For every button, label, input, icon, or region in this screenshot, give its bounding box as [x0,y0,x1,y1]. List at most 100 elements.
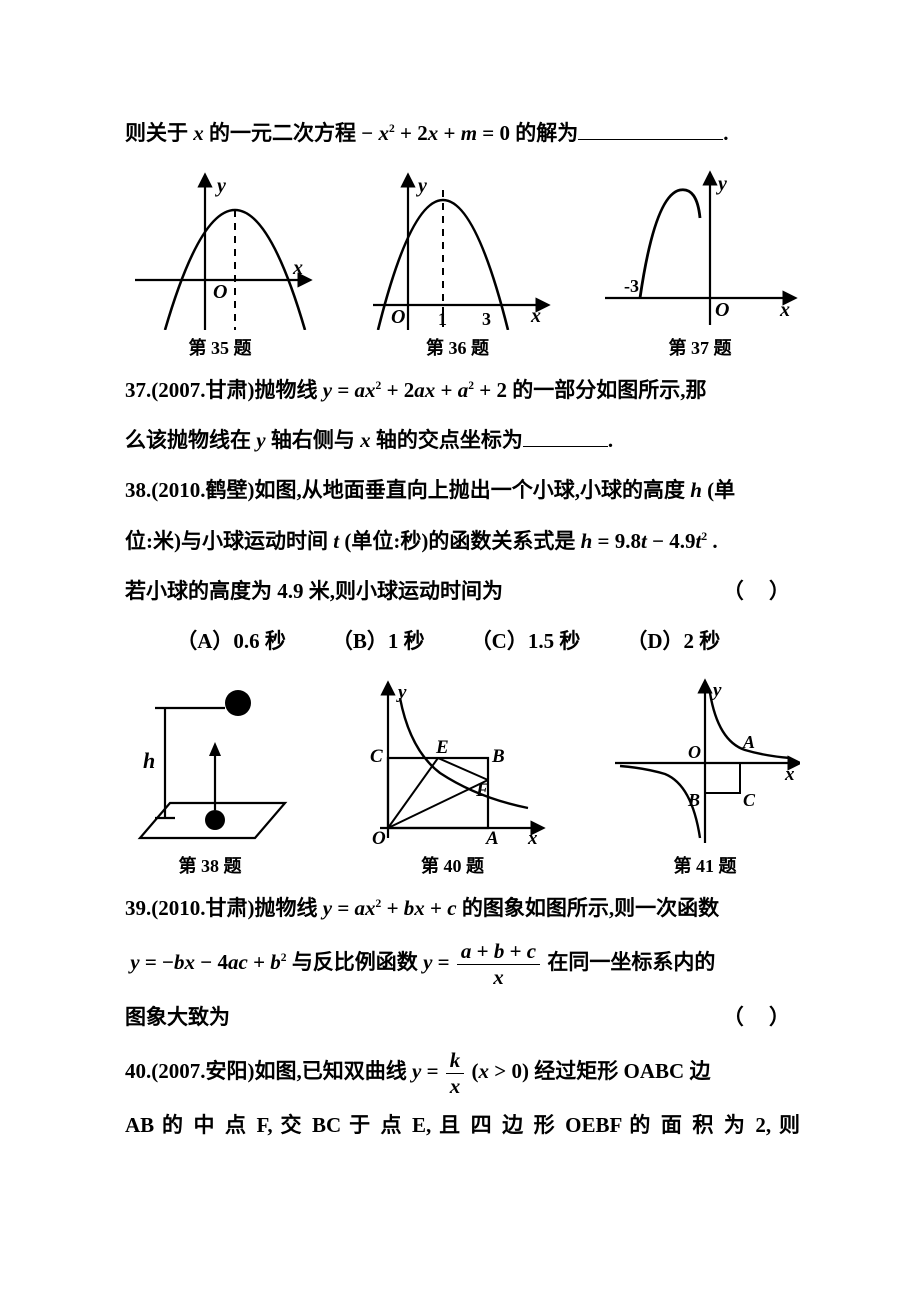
q39-line3: 图象大致为 （ ） [125,994,800,1040]
svg-text:C: C [743,790,756,810]
text: 37.(2007.甘肃)抛物线 [125,378,323,402]
q38-line2: 位:米)与小球运动时间 t (单位:秒)的函数关系式是 h = 9.8t − 4… [125,518,800,564]
svg-text:O: O [715,299,729,321]
text: 的一元二次方程 [204,121,362,145]
svg-text:-3: -3 [624,276,639,296]
option-d[interactable]: （D）2 秒 [626,618,720,664]
page: 则关于 x 的一元二次方程 − x2 + 2x + m = 0 的解为. O x [0,0,920,1302]
figure-41: O A B C x y 第 41 题 [610,678,800,881]
fill-blank[interactable] [578,138,723,140]
text: 轴的交点坐标为 [371,428,523,452]
svg-text:y: y [711,680,722,701]
q40-line2: AB 的 中 点 F, 交 BC 于 点 E, 且 四 边 形 OEBF 的 面… [125,1102,800,1148]
option-b[interactable]: （B）1 秒 [332,618,425,664]
svg-text:3: 3 [482,309,491,329]
text: 位:米)与小球运动时间 [125,529,333,553]
fig37-svg: -3 O x y [600,170,800,330]
svg-text:O: O [688,742,701,762]
q40-line1: 40.(2007.安阳)如图,已知双曲线 y = kx (x > 0) 经过矩形… [125,1044,800,1099]
svg-text:x: x [530,305,541,327]
svg-text:h: h [143,748,155,773]
svg-text:y: y [716,173,727,195]
answer-paren-38[interactable]: （ ） [723,568,800,614]
fig41-svg: O A B C x y [610,678,800,848]
svg-text:x: x [779,299,790,321]
svg-text:C: C [370,746,383,767]
svg-text:A: A [485,828,499,848]
text: 图象大致为 [125,1005,230,1029]
q37-line1: 37.(2007.甘肃)抛物线 y = ax2 + 2ax + a2 + 2 的… [125,367,800,413]
var-x: x [193,121,204,145]
svg-text:y: y [396,682,407,703]
q39-line1: 39.(2010.甘肃)抛物线 y = ax2 + bx + c 的图象如图所示… [125,885,800,931]
q38-eq: h = 9.8t − 4.9t2 [581,529,708,553]
caption-41: 第 41 题 [674,852,737,881]
line-equation-solve: 则关于 x 的一元二次方程 − x2 + 2x + m = 0 的解为. [125,110,800,156]
q38-options: （A）0.6 秒 （B）1 秒 （C）1.5 秒 （D）2 秒 [125,618,800,664]
option-a[interactable]: （A）0.6 秒 [176,618,286,664]
text: 么该抛物线在 [125,428,256,452]
figure-37: -3 O x y 第 37 题 [600,170,800,363]
q37-eq: y = ax2 + 2ax + a2 + 2 [323,378,507,402]
svg-text:F: F [475,780,489,801]
q39-eq1: y = ax2 + bx + c [323,896,457,920]
text: . [707,529,718,553]
svg-text:O: O [372,828,386,848]
svg-text:O: O [213,281,227,303]
option-c[interactable]: （C）1.5 秒 [471,618,581,664]
figure-35: O x y 第 35 题 [125,170,315,363]
q37-line2: 么该抛物线在 y 轴右侧与 x 轴的交点坐标为. [125,417,800,463]
caption-36: 第 36 题 [426,334,489,363]
caption-38: 第 38 题 [179,852,242,881]
var-x: x [360,428,371,452]
text: (单 [702,478,735,502]
q39-eq3: y = a + b + cx [423,950,542,974]
period: . [608,428,613,452]
equation: − x2 + 2x + m = 0 [361,121,510,145]
figure-row-2: h 第 38 题 O [125,678,800,881]
svg-text:y: y [215,175,226,197]
q39-eq2: y = −bx − 4ac + b2 [130,950,286,974]
period: . [723,121,728,145]
answer-paren-39[interactable]: （ ） [723,994,800,1040]
text: 在同一坐标系内的 [542,950,715,974]
text: (单位:秒)的函数关系式是 [339,529,580,553]
text: 39.(2010.甘肃)抛物线 [125,896,323,920]
q39-line2: y = −bx − 4ac + b2 与反比例函数 y = a + b + cx… [125,935,800,990]
q40-eq: y = kx (x > 0) [412,1059,529,1083]
var-y: y [256,428,265,452]
svg-text:B: B [687,790,700,810]
fill-blank-37[interactable] [523,445,608,447]
q38-line3: 若小球的高度为 4.9 米,则小球运动时间为 （ ） [125,568,800,614]
figure-row-1: O x y 第 35 题 O 1 3 x [125,170,800,363]
text: 经过矩形 OABC 边 [529,1059,710,1083]
svg-text:E: E [435,737,449,758]
text: 40.(2007.安阳)如图,已知双曲线 [125,1059,412,1083]
text: 的图象如图所示,则一次函数 [457,896,720,920]
svg-text:1: 1 [438,309,447,329]
caption-35: 第 35 题 [189,334,252,363]
text: 的一部分如图所示,那 [507,378,707,402]
figure-36: O 1 3 x y 第 36 题 [363,170,553,363]
figure-40: O A B C E F x y 第 40 题 [358,678,548,881]
svg-text:x: x [292,257,303,279]
caption-37: 第 37 题 [669,334,732,363]
svg-text:x: x [527,828,538,848]
fig38-svg: h [125,678,295,848]
svg-text:y: y [416,175,427,197]
q38-line1: 38.(2010.鹤壁)如图,从地面垂直向上抛出一个小球,小球的高度 h (单 [125,467,800,513]
fig35-svg: O x y [125,170,315,330]
text: 38.(2010.鹤壁)如图,从地面垂直向上抛出一个小球,小球的高度 [125,478,690,502]
svg-text:A: A [742,732,755,752]
fig36-svg: O 1 3 x y [363,170,553,330]
figure-38: h 第 38 题 [125,678,295,881]
text: 则关于 [125,121,193,145]
text: 与反比例函数 [287,950,424,974]
var-h: h [690,478,702,502]
svg-text:O: O [391,306,405,328]
text: 的解为 [510,121,578,145]
fig40-svg: O A B C E F x y [358,678,548,848]
svg-text:x: x [784,764,795,785]
text: 若小球的高度为 4.9 米,则小球运动时间为 [125,579,503,603]
text: 轴右侧与 [266,428,361,452]
